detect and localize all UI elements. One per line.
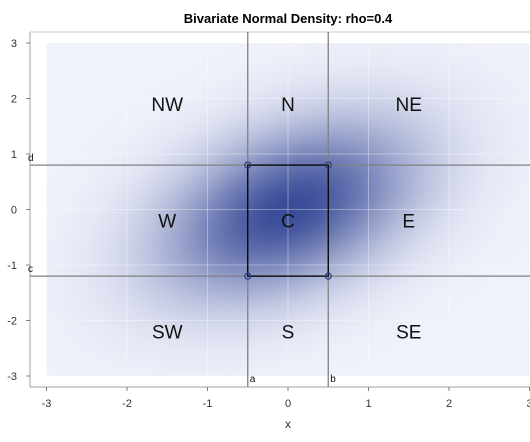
region-label-nw: NW bbox=[151, 95, 183, 116]
y-tick-label: -3 bbox=[7, 371, 17, 383]
density-heatmap bbox=[46, 43, 530, 376]
x-tick-label: 2 bbox=[446, 398, 452, 410]
region-label-sw: SW bbox=[152, 323, 183, 344]
horizontal-line-label: c bbox=[28, 264, 33, 275]
x-tick-label: -3 bbox=[42, 398, 52, 410]
corner-marker bbox=[244, 161, 252, 169]
x-tick-label: -1 bbox=[203, 398, 213, 410]
central-box bbox=[247, 164, 329, 277]
y-tick-label: -2 bbox=[7, 316, 17, 328]
region-label-n: N bbox=[281, 95, 295, 116]
vertical-line-label: a bbox=[250, 374, 256, 385]
horizontal-line-label: d bbox=[28, 153, 34, 164]
vertical-line-label: b bbox=[330, 374, 336, 385]
y-tick-label: 3 bbox=[11, 38, 17, 50]
chart-title: Bivariate Normal Density: rho=0.4 bbox=[184, 11, 393, 26]
region-label-e: E bbox=[402, 212, 415, 233]
region-label-w: W bbox=[158, 212, 176, 233]
region-label-s: S bbox=[282, 323, 295, 344]
region-label-ne: NE bbox=[396, 95, 422, 116]
corner-marker bbox=[324, 161, 332, 169]
corner-marker bbox=[244, 272, 252, 280]
x-axis-label: x bbox=[285, 417, 291, 431]
x-tick-label: 1 bbox=[365, 398, 371, 410]
y-tick-label: 0 bbox=[11, 205, 17, 217]
corner-marker bbox=[324, 272, 332, 280]
y-tick-label: 1 bbox=[11, 149, 17, 161]
region-label-se: SE bbox=[396, 323, 421, 344]
region-label-c: C bbox=[281, 212, 295, 233]
x-tick-label: -2 bbox=[122, 398, 132, 410]
x-tick-label: 3 bbox=[526, 398, 530, 410]
y-tick-label: 2 bbox=[11, 94, 17, 106]
overlay: a b c d NW N NE W C E SW S SE bbox=[28, 32, 530, 387]
y-tick-label: -1 bbox=[7, 260, 17, 272]
plot-area: -3 -2 -1 0 1 2 3 3 2 1 0 -1 -2 -3 bbox=[7, 31, 530, 410]
x-tick-label: 0 bbox=[285, 398, 291, 410]
